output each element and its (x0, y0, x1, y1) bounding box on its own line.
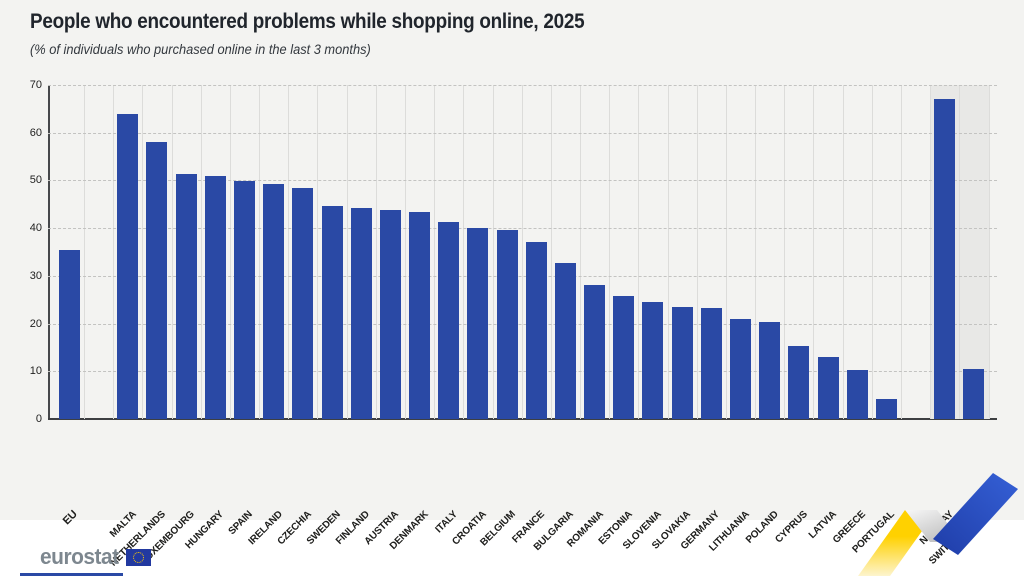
v-gridline (492, 85, 494, 419)
v-gridline (375, 85, 377, 419)
v-gridline (930, 85, 932, 419)
bar (263, 183, 285, 419)
v-gridline (171, 85, 173, 419)
bar (730, 318, 752, 419)
footer-blue-strip (20, 573, 123, 576)
x-axis-line (48, 418, 997, 420)
bar (58, 249, 80, 419)
y-tick-label: 40 (29, 222, 42, 235)
h-gridline (48, 85, 997, 86)
v-gridline (580, 85, 582, 419)
v-gridline (229, 85, 231, 419)
bar (584, 284, 606, 419)
bar (554, 263, 576, 419)
v-gridline (259, 85, 261, 419)
bar (321, 206, 343, 419)
bar (846, 369, 868, 419)
bar (700, 308, 722, 419)
h-gridline (48, 323, 997, 325)
v-gridline (901, 85, 903, 419)
v-gridline (755, 85, 757, 419)
ribbon-blue-stripe (933, 473, 1018, 555)
bar (350, 208, 372, 419)
v-gridline (113, 85, 115, 419)
bar (525, 242, 547, 419)
eurostat-logo-text: eurostat (40, 544, 119, 569)
y-tick-label: 70 (29, 79, 42, 91)
bar (671, 306, 693, 419)
h-gridline (48, 180, 997, 182)
v-gridline (200, 85, 202, 419)
bar (875, 399, 897, 419)
y-tick-label: 0 (35, 413, 42, 425)
y-tick-label: 20 (29, 317, 42, 330)
bar (233, 180, 255, 419)
v-gridline (317, 85, 319, 419)
bar (438, 221, 460, 419)
bar (409, 211, 431, 419)
v-gridline (842, 85, 844, 419)
bar (379, 209, 401, 419)
bar (204, 175, 226, 419)
v-gridline (871, 85, 873, 419)
bar (788, 345, 810, 419)
v-gridline (463, 85, 465, 419)
eu-flag-stars (132, 551, 144, 563)
bar (759, 322, 781, 419)
y-tick-label: 60 (29, 126, 42, 139)
h-gridline (48, 275, 997, 277)
v-gridline (784, 85, 786, 419)
v-gridline (609, 85, 611, 419)
bar (117, 113, 139, 419)
v-gridline (813, 85, 815, 419)
v-gridline (988, 85, 990, 419)
bar (613, 295, 635, 419)
bar (934, 99, 956, 419)
bar (146, 142, 168, 419)
h-gridline (48, 371, 997, 373)
eurostat-ribbon-icon (858, 473, 1018, 576)
page-subtitle: (% of individuals who purchased online i… (30, 42, 371, 57)
bar (817, 356, 839, 419)
plot-area: 0 10 20 30 40 50 60 70 EU MALTA NETHERLANDS LUXEMBO… (30, 79, 997, 569)
bar (963, 368, 985, 419)
h-gridline (48, 132, 997, 134)
eu-flag-icon (125, 548, 151, 566)
bar (467, 227, 489, 419)
page-title: People who encountered problems while sh… (30, 10, 585, 33)
y-axis-line (48, 85, 50, 419)
v-gridline (434, 85, 436, 419)
v-gridline (959, 85, 961, 419)
v-gridline (521, 85, 523, 419)
bar (642, 302, 664, 419)
eurostat-logo: eurostat (40, 544, 151, 570)
v-gridline (725, 85, 727, 419)
y-tick-label: 10 (29, 365, 42, 378)
v-gridline (288, 85, 290, 419)
v-gridline (696, 85, 698, 419)
v-gridline (346, 85, 348, 419)
v-gridline (550, 85, 552, 419)
v-gridline (142, 85, 144, 419)
bar (175, 173, 197, 419)
bar (496, 230, 518, 419)
h-gridline (48, 228, 997, 230)
v-gridline (404, 85, 406, 419)
v-gridline (83, 85, 85, 419)
ribbon-yellow-stripe (858, 510, 937, 576)
v-gridline (667, 85, 669, 419)
y-tick-label: 50 (29, 174, 42, 187)
v-gridline (638, 85, 640, 419)
y-tick-label: 30 (29, 269, 42, 282)
bar (292, 187, 314, 419)
